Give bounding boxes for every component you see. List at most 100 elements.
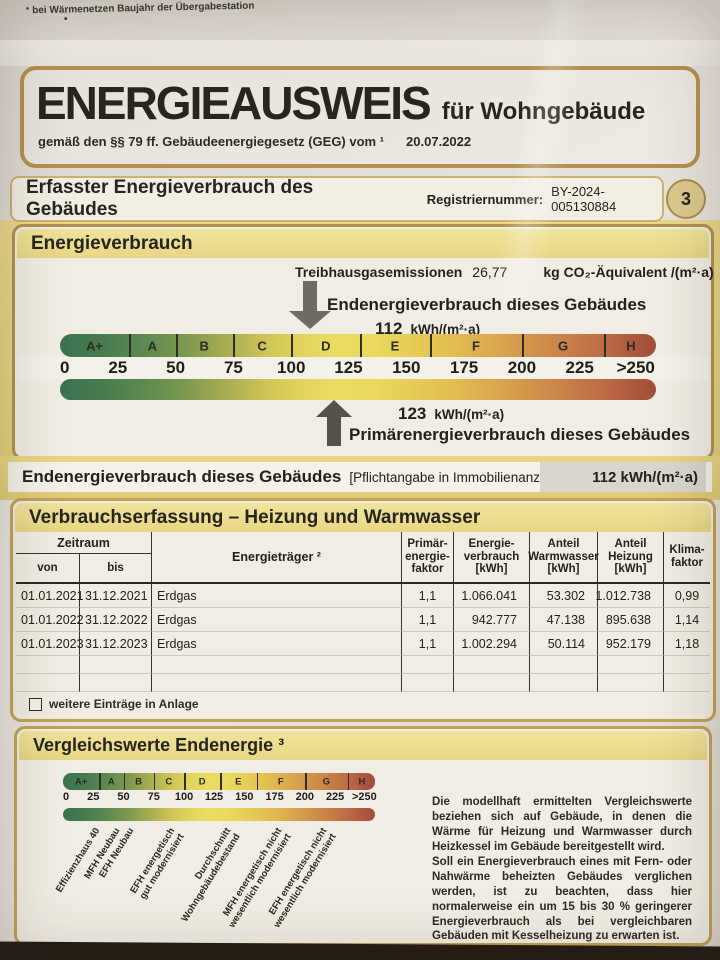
scale-letter: G [557, 338, 569, 353]
empty-cell [664, 674, 710, 692]
empty-cell [454, 674, 530, 692]
scale-tick: 175 [265, 791, 284, 803]
col-klimafaktor: Klima- faktor [664, 532, 710, 584]
empty-cell [598, 674, 664, 692]
checkbox-label: weitere Einträge in Anlage [49, 697, 199, 711]
table-cell: 53.302 [530, 584, 598, 608]
table-cell: 1,1 [402, 584, 454, 608]
energy-scale-gradient-band [60, 379, 656, 400]
empty-cell [16, 674, 80, 692]
scale-letter: A [147, 338, 158, 353]
comparison-section-title: Vergleichswerte Endenergie ³ [33, 735, 285, 755]
ghg-unit: kg CO₂-Äquivalent /(m²·a) [543, 264, 714, 280]
mandatory-label: Endenergieverbrauch dieses Gebäudes [22, 467, 342, 486]
scale-divider [430, 334, 433, 357]
law-text: gemäß den §§ 79 ff. Gebäudeenergiegesetz… [38, 134, 385, 149]
scale-letter: C [165, 776, 173, 787]
empty-cell [664, 656, 710, 674]
table-cell: 1.002.294 [454, 632, 530, 656]
comparison-note-p1: Die modellhaft ermittelten Vergleichswer… [432, 796, 692, 853]
mandatory-bracket: [Pflichtangabe in Immobilienanzeigen] [349, 469, 577, 485]
footnote-marker: • [25, 3, 30, 14]
mandatory-value-box: 112 kWh/(m²·a) [540, 462, 706, 492]
table-cell: 47.138 [530, 608, 598, 632]
scale-divider [603, 334, 606, 357]
scale-divider [360, 334, 363, 357]
col-von: von [16, 554, 80, 584]
energy-section-title: Energieverbrauch [31, 232, 193, 254]
empty-cell [454, 656, 530, 674]
scale-divider [347, 773, 350, 790]
table-cell: 1,1 [402, 632, 454, 656]
scale-tick: 75 [223, 358, 243, 377]
tick-strip [17, 357, 709, 380]
scale-tick: 125 [204, 791, 224, 803]
scale-tick: 200 [507, 358, 537, 377]
scale-tick: 0 [63, 791, 70, 803]
comparison-note: Die modellhaft ermittelten Vergleichswer… [432, 795, 692, 944]
more-entries-row: weitere Einträge in Anlage [29, 697, 199, 711]
law-line: gemäß den §§ 79 ff. Gebäudeenergiegesetz… [38, 134, 471, 149]
consumption-section-header: Verbrauchserfassung – Heizung und Warmwa… [15, 503, 711, 532]
energy-section-header: Energieverbrauch [17, 229, 709, 258]
empty-cell [530, 674, 598, 692]
scale-tick: 150 [392, 358, 421, 377]
scale-divider [153, 773, 156, 790]
scale-letter: F [277, 776, 284, 787]
scale-tick: 50 [166, 358, 186, 377]
col-bis: bis [80, 554, 152, 584]
empty-cell [598, 656, 664, 674]
scale-letter: C [257, 338, 267, 353]
energy-scale-letters: A+ A B C D E F G H [60, 334, 656, 357]
table-cell: 1,14 [664, 608, 710, 632]
scale-divider [522, 334, 525, 357]
table-cell: 01.01.2022 [16, 608, 84, 632]
table-cell: 1,1 [402, 608, 454, 632]
title-row: ENERGIEAUSWEIS für Wohngebäude [36, 76, 645, 130]
col-zeitraum: Zeitraum [16, 532, 152, 554]
scale-letter: F [472, 338, 480, 353]
table-cell: 1,18 [664, 632, 710, 656]
primary-energy-arrow-icon [316, 400, 352, 446]
arrow-head [316, 400, 352, 417]
page-title: ENERGIEAUSWEIS [36, 77, 432, 129]
scale-letter: D [198, 776, 206, 787]
ghg-line: Treibhausgasemissionen 26,77 kg CO₂-Äqui… [295, 264, 714, 280]
empty-cell [16, 656, 80, 674]
title-box: ENERGIEAUSWEIS für Wohngebäude gemäß den… [20, 66, 700, 168]
end-value-number: 112 [375, 319, 403, 338]
table-cell: 942.777 [454, 608, 530, 632]
empty-cell [402, 656, 454, 674]
scale-letter: B [199, 338, 209, 353]
table-cell: 1.012.738 [595, 584, 664, 608]
mandatory-value: 112 kWh/(m²·a) [592, 468, 698, 486]
scale-divider [123, 773, 126, 790]
ghg-value: 26,77 [472, 264, 508, 280]
scale-tick: 100 [277, 358, 306, 377]
col-anteil-warmwasser: Anteil Warmwasser [kWh] [528, 532, 599, 584]
scale-divider [129, 334, 132, 357]
law-date: 20.07.2022 [406, 134, 472, 149]
comparison-scale-letters: A+ A B C D E F G H [63, 773, 375, 790]
scale-tick: 225 [325, 791, 345, 803]
scale-tick: >250 [352, 791, 377, 803]
checkbox-icon [29, 697, 42, 711]
footnote-marker-2: • [64, 14, 68, 25]
scale-tick: 200 [295, 791, 314, 803]
table-cell: 01.01.2023 [16, 632, 84, 656]
scale-letter: A+ [74, 776, 88, 787]
col-anteil-heizung: Anteil Heizung [kWh] [598, 532, 664, 584]
scale-letter: G [322, 776, 331, 787]
scale-tick: 125 [334, 358, 363, 377]
table-cell: 895.638 [598, 608, 664, 632]
arrow-shaft [303, 281, 317, 311]
empty-cell [402, 674, 454, 692]
banner-title: Erfasster Energieverbrauch des Gebäudes [26, 177, 314, 220]
scale-letter: D [321, 338, 331, 353]
comparison-scale-ticks: 0 25 50 75 100 125 150 175 200 225 >250 [63, 791, 377, 806]
col-energieverbrauch: Energie- verbrauch [kWh] [454, 532, 530, 584]
scale-tick: 150 [235, 791, 254, 803]
table-cell: Erdgas [152, 584, 402, 608]
primary-energy-value: 123 kWh/(m²·a) [398, 404, 504, 424]
